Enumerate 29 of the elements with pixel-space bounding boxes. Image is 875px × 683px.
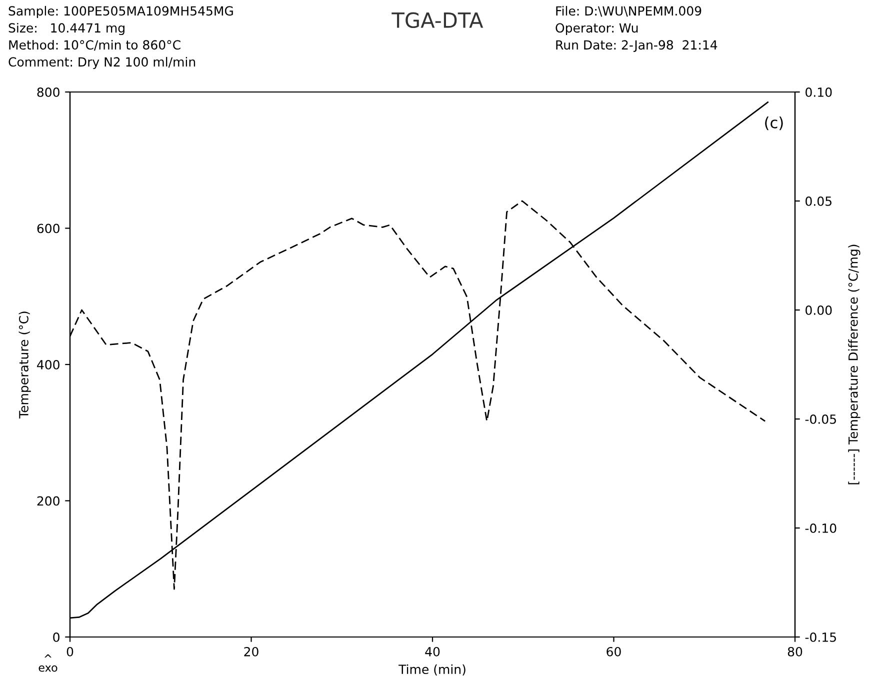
x-tick-label: 80: [788, 646, 802, 656]
x-tick-label: 40: [425, 646, 440, 656]
y2-tick-label: -0.10: [805, 523, 836, 533]
y-tick-label: 0: [53, 632, 60, 642]
x-tick-label: 0: [66, 646, 74, 656]
x-tick-label: 60: [606, 646, 621, 656]
y2-tick-label: -0.05: [805, 414, 836, 424]
text: File: D:\WU\NPEMM.009: [556, 6, 702, 17]
y2-tick-label: 0.00: [806, 305, 832, 315]
text: Method: 10°C/min to 860°C: [9, 40, 180, 51]
y2-tick-label: -0.15: [805, 632, 836, 642]
y2-tick-label: 0.05: [806, 196, 832, 206]
text: ^ exo: [38, 654, 58, 672]
text: Run Date: 2-Jan-98 21:14: [556, 40, 718, 52]
y-axis-title: Temperature (°C): [18, 312, 31, 418]
chart-title: TGA-DTA: [392, 12, 484, 28]
y-tick-label: 400: [37, 360, 60, 370]
y2-axis-title: [------] Temperature Difference (°C/mg): [848, 244, 860, 484]
x-axis-title: Time (min): [398, 664, 466, 676]
y-tick-label: 600: [37, 224, 60, 234]
y2-tick-label: 0.10: [806, 87, 832, 97]
y-tick-label: 800: [37, 87, 60, 97]
text: Comment: Dry N2 100 ml/min: [8, 56, 196, 70]
y-tick-label: 200: [37, 496, 60, 506]
text: Operator: Wu: [556, 23, 638, 36]
text: Size: 10.4471 mg: [8, 22, 124, 36]
x-tick-label: 20: [244, 646, 258, 656]
annotation: (c): [765, 116, 783, 130]
text: Sample: 100PE505MA109MH545MG: [8, 6, 233, 18]
